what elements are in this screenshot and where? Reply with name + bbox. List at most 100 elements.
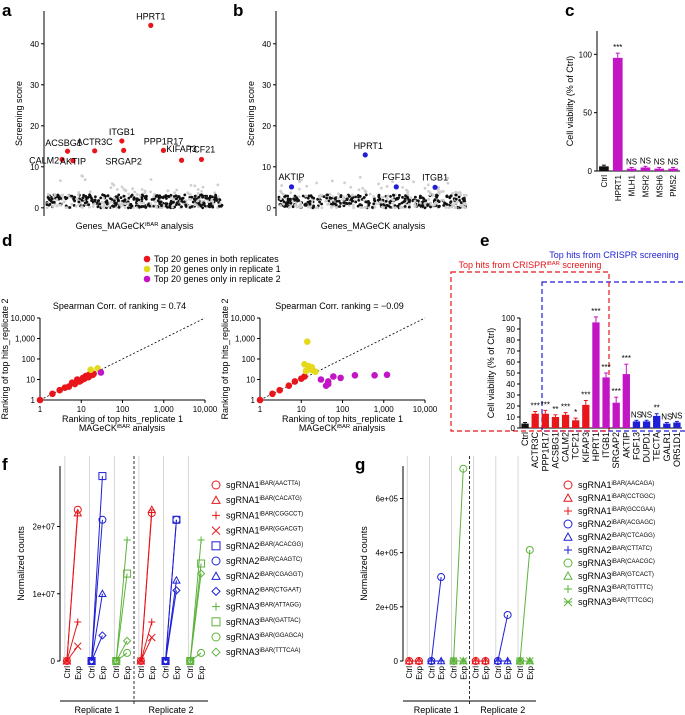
crispr-group-box xyxy=(541,281,685,432)
x-tick-label: 10,000 xyxy=(193,405,218,414)
marker-diamond xyxy=(98,631,107,640)
background-gene-point xyxy=(127,192,130,196)
background-gene-point xyxy=(336,196,340,200)
marker-circle xyxy=(503,610,512,619)
background-gene-point xyxy=(350,197,353,201)
bar-Ctrl xyxy=(599,166,609,171)
background-gene-point xyxy=(358,194,362,198)
background-gene-point xyxy=(435,195,439,199)
background-gene-point xyxy=(81,196,85,200)
marker-star xyxy=(525,657,534,665)
background-gene-point xyxy=(64,197,68,201)
background-gene-point xyxy=(337,199,341,203)
background-gene-point xyxy=(352,206,355,210)
background-gene-point xyxy=(77,191,81,194)
y-axis-label: Ranking of top hits_replicate 2 xyxy=(220,298,230,419)
background-gene-point xyxy=(403,205,407,208)
background-gene-point xyxy=(315,206,319,210)
background-gene-point xyxy=(301,194,305,198)
background-gene-point xyxy=(455,201,459,205)
background-gene-point xyxy=(135,199,139,203)
category-label: PPP1R17 xyxy=(540,432,550,472)
bar-PPP1R17 xyxy=(541,413,549,428)
y-tick-label: 20 xyxy=(262,122,271,131)
background-gene-point xyxy=(201,195,205,199)
gene-label: HPRT1 xyxy=(136,11,165,21)
x-category-label: Ctrl xyxy=(405,666,414,679)
background-gene-point xyxy=(142,201,146,205)
background-gene-point xyxy=(126,202,130,206)
background-gene-point xyxy=(133,190,137,194)
background-gene-point xyxy=(189,198,193,201)
count-line xyxy=(115,640,128,662)
background-gene-point xyxy=(84,194,87,198)
background-gene-point xyxy=(173,191,177,195)
background-gene-point xyxy=(459,204,463,208)
legend-entry: sgRNA2iBAR(CTGAAT) xyxy=(226,586,301,596)
background-gene-point xyxy=(208,205,212,209)
background-gene-point xyxy=(94,195,97,199)
bar-ACTR3C xyxy=(531,413,539,428)
count-line xyxy=(165,519,177,662)
background-gene-point xyxy=(152,195,156,199)
marker-plus xyxy=(504,657,512,665)
background-gene-point xyxy=(213,196,217,200)
background-gene-point xyxy=(398,193,401,197)
x-category-label: Ctrl xyxy=(162,666,171,679)
background-gene-point xyxy=(169,202,173,206)
count-line xyxy=(140,637,153,662)
background-gene-point xyxy=(454,190,458,194)
x-category-label: Exp xyxy=(504,665,513,679)
background-gene-point xyxy=(177,203,181,206)
background-gene-point xyxy=(192,197,196,201)
bar-MSH2 xyxy=(640,167,651,171)
y-tick-label: 100 xyxy=(22,355,36,364)
background-gene-point xyxy=(195,203,198,207)
marker-x xyxy=(147,633,156,642)
marker-x xyxy=(73,642,82,651)
background-gene-point xyxy=(190,195,194,199)
background-gene-point xyxy=(51,205,55,208)
background-gene-point xyxy=(279,197,283,201)
x-category-label: Exp xyxy=(481,665,490,679)
bar-ITGB1 xyxy=(602,377,610,428)
x-axis-label: Ranking of top hits_replicate 1 xyxy=(282,414,403,424)
legend-entry: sgRNA2iBAR(CTTATC) xyxy=(578,545,652,555)
background-gene-point xyxy=(457,191,460,195)
background-gene-point xyxy=(451,192,454,195)
replicate-label: Replicate 2 xyxy=(480,705,525,715)
background-gene-point xyxy=(183,193,187,197)
background-gene-point xyxy=(203,204,207,208)
background-gene-point xyxy=(381,195,385,199)
bar-Ctrl xyxy=(521,423,529,428)
background-gene-point xyxy=(199,193,202,197)
background-gene-point xyxy=(280,184,283,187)
background-gene-point xyxy=(83,201,87,205)
background-gene-point xyxy=(144,206,148,209)
ranking-point-magenta xyxy=(383,371,391,379)
background-gene-point xyxy=(287,201,290,205)
x-category-label: Ctrl xyxy=(112,666,121,679)
gene-label: ACSBG1 xyxy=(45,138,82,148)
background-gene-point xyxy=(348,202,351,205)
background-gene-point xyxy=(288,206,291,209)
background-gene-point xyxy=(152,204,156,208)
y-axis-label: Cell viability (% of Ctrl) xyxy=(565,56,575,147)
background-gene-point xyxy=(342,201,346,205)
background-gene-point xyxy=(119,196,123,200)
background-gene-point xyxy=(385,185,389,188)
background-gene-point xyxy=(88,190,92,194)
marker-plus xyxy=(437,657,445,665)
bar-TCF21 xyxy=(572,420,580,428)
legend-marker xyxy=(143,255,151,263)
background-gene-point xyxy=(172,198,176,201)
legend-entry: Top 20 genes in both replicates xyxy=(154,254,279,264)
background-gene-point xyxy=(175,197,179,201)
background-gene-point xyxy=(310,195,314,199)
background-gene-point xyxy=(99,196,103,200)
y-tick-label: 0 xyxy=(394,657,399,666)
background-gene-point xyxy=(427,189,430,193)
background-gene-point xyxy=(112,196,116,200)
background-gene-point xyxy=(106,194,110,198)
background-gene-point xyxy=(184,203,188,207)
